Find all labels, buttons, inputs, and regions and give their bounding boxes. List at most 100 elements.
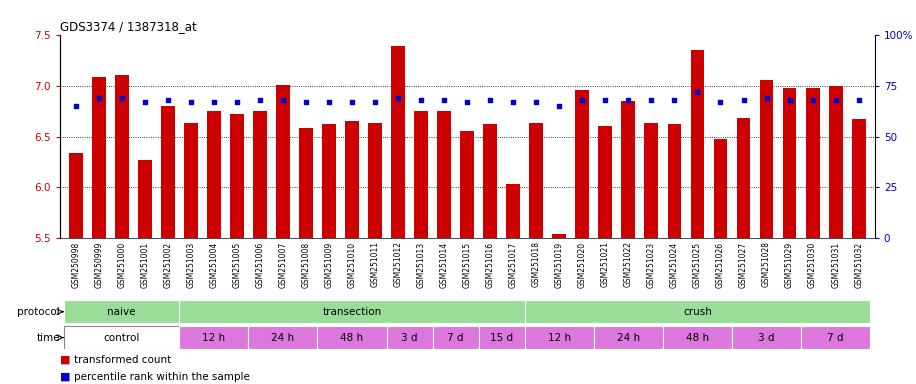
Text: GSM251015: GSM251015 <box>463 242 472 288</box>
Text: naive: naive <box>107 307 136 317</box>
Text: percentile rank within the sample: percentile rank within the sample <box>74 372 250 382</box>
Text: GSM251003: GSM251003 <box>186 242 195 288</box>
Text: transformed count: transformed count <box>74 355 171 365</box>
Bar <box>387 326 432 349</box>
Text: control: control <box>104 333 140 343</box>
Bar <box>575 89 589 238</box>
Text: GSM251022: GSM251022 <box>624 242 633 288</box>
Bar <box>598 126 612 238</box>
Bar <box>802 326 870 349</box>
Bar <box>782 88 797 238</box>
Text: ■: ■ <box>60 355 73 365</box>
Bar <box>594 326 663 349</box>
Text: GSM251012: GSM251012 <box>394 242 402 288</box>
Bar <box>806 88 820 238</box>
Bar <box>414 111 428 238</box>
Point <box>137 99 152 105</box>
Point <box>851 97 866 103</box>
Text: GSM251002: GSM251002 <box>163 242 172 288</box>
Point <box>114 95 129 101</box>
Text: GSM251024: GSM251024 <box>670 242 679 288</box>
Bar <box>552 234 566 238</box>
Point <box>644 97 659 103</box>
Text: 3 d: 3 d <box>758 333 775 343</box>
Bar <box>479 326 525 349</box>
Point <box>414 97 429 103</box>
Bar <box>180 326 248 349</box>
Point <box>230 99 245 105</box>
Text: 7 d: 7 d <box>827 333 844 343</box>
Point <box>253 97 267 103</box>
Text: GSM251018: GSM251018 <box>532 242 540 288</box>
Text: time: time <box>37 333 60 343</box>
Bar <box>161 106 175 238</box>
Point <box>759 95 774 101</box>
Text: GDS3374 / 1387318_at: GDS3374 / 1387318_at <box>60 20 196 33</box>
Point <box>506 99 520 105</box>
Text: GSM251032: GSM251032 <box>854 242 863 288</box>
Point <box>575 97 590 103</box>
Bar <box>529 123 543 238</box>
Bar <box>732 326 802 349</box>
Text: GSM250998: GSM250998 <box>71 242 81 288</box>
Bar <box>759 80 773 238</box>
Text: ■: ■ <box>60 372 73 382</box>
Text: GSM251014: GSM251014 <box>440 242 449 288</box>
Bar <box>714 139 727 238</box>
Text: GSM251026: GSM251026 <box>716 242 725 288</box>
Bar <box>92 78 105 238</box>
Bar <box>253 111 267 238</box>
Point <box>714 99 728 105</box>
Text: protocol: protocol <box>17 307 60 317</box>
Text: GSM251023: GSM251023 <box>647 242 656 288</box>
Point <box>552 103 567 109</box>
Text: GSM251029: GSM251029 <box>785 242 794 288</box>
Bar <box>318 326 387 349</box>
Bar <box>525 326 594 349</box>
Bar <box>507 184 520 238</box>
Text: GSM251000: GSM251000 <box>117 242 126 288</box>
Point <box>276 97 290 103</box>
Point <box>299 99 313 105</box>
Point <box>391 95 406 101</box>
Text: GSM250999: GSM250999 <box>94 242 104 288</box>
Text: GSM251027: GSM251027 <box>739 242 748 288</box>
Point <box>690 89 704 95</box>
Point <box>160 97 175 103</box>
Text: 7 d: 7 d <box>447 333 463 343</box>
Bar <box>248 326 318 349</box>
Text: GSM251028: GSM251028 <box>762 242 771 288</box>
Text: crush: crush <box>683 307 712 317</box>
Bar <box>345 121 359 238</box>
Bar <box>368 123 382 238</box>
Text: GSM251005: GSM251005 <box>233 242 242 288</box>
Point <box>460 99 474 105</box>
Bar <box>114 75 128 238</box>
Text: GSM251010: GSM251010 <box>347 242 356 288</box>
Bar <box>64 326 180 349</box>
Bar <box>621 101 636 238</box>
Bar <box>64 300 180 323</box>
Point <box>92 95 106 101</box>
Bar <box>322 124 336 238</box>
Point <box>322 99 336 105</box>
Bar <box>645 123 659 238</box>
Bar <box>691 50 704 238</box>
Bar <box>184 123 198 238</box>
Text: 15 d: 15 d <box>490 333 513 343</box>
Bar <box>276 84 289 238</box>
Bar <box>525 300 870 323</box>
Bar <box>736 118 750 238</box>
Text: 3 d: 3 d <box>401 333 418 343</box>
Bar <box>829 86 843 238</box>
Point <box>437 97 452 103</box>
Bar <box>180 300 525 323</box>
Point <box>828 97 843 103</box>
Point <box>367 99 382 105</box>
Point <box>736 97 751 103</box>
Text: GSM251013: GSM251013 <box>417 242 426 288</box>
Text: GSM251031: GSM251031 <box>831 242 840 288</box>
Bar <box>484 124 497 238</box>
Bar <box>432 326 479 349</box>
Text: 24 h: 24 h <box>271 333 294 343</box>
